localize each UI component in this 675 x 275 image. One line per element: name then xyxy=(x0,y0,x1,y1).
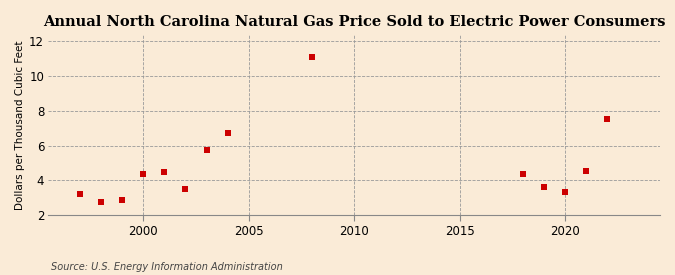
Point xyxy=(117,198,128,202)
Point xyxy=(96,200,107,204)
Point xyxy=(539,185,549,189)
Point xyxy=(222,131,233,135)
Point xyxy=(560,190,570,194)
Point xyxy=(159,170,169,174)
Point xyxy=(602,117,613,122)
Point xyxy=(201,147,212,152)
Point xyxy=(518,171,529,176)
Y-axis label: Dollars per Thousand Cubic Feet: Dollars per Thousand Cubic Feet xyxy=(15,40,25,210)
Point xyxy=(180,187,191,191)
Point xyxy=(580,169,591,173)
Title: Annual North Carolina Natural Gas Price Sold to Electric Power Consumers: Annual North Carolina Natural Gas Price … xyxy=(43,15,666,29)
Point xyxy=(138,171,148,176)
Text: Source: U.S. Energy Information Administration: Source: U.S. Energy Information Administ… xyxy=(51,262,282,272)
Point xyxy=(306,55,317,59)
Point xyxy=(74,192,85,196)
